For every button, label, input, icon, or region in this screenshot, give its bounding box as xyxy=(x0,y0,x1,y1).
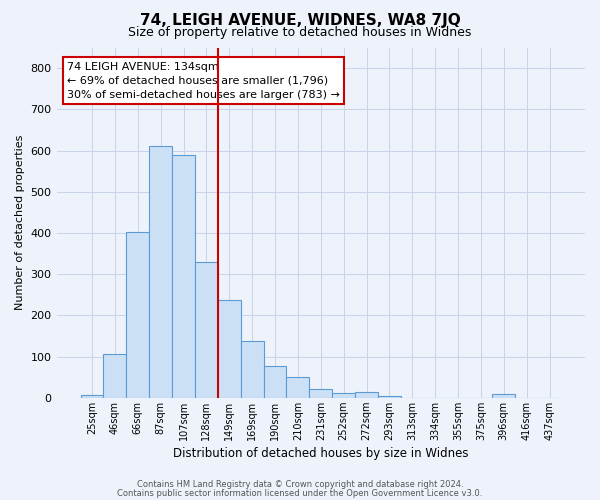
Bar xyxy=(263,366,286,398)
Bar xyxy=(378,396,401,398)
Text: 74 LEIGH AVENUE: 134sqm
← 69% of detached houses are smaller (1,796)
30% of semi: 74 LEIGH AVENUE: 134sqm ← 69% of detache… xyxy=(67,62,340,100)
Bar xyxy=(103,354,127,398)
Bar xyxy=(241,342,263,398)
Text: 74, LEIGH AVENUE, WIDNES, WA8 7JQ: 74, LEIGH AVENUE, WIDNES, WA8 7JQ xyxy=(140,12,460,28)
Bar xyxy=(172,154,195,398)
Bar xyxy=(218,300,241,398)
Bar xyxy=(127,232,149,398)
Bar xyxy=(493,394,515,398)
Text: Size of property relative to detached houses in Widnes: Size of property relative to detached ho… xyxy=(128,26,472,39)
Text: Contains HM Land Registry data © Crown copyright and database right 2024.: Contains HM Land Registry data © Crown c… xyxy=(137,480,463,489)
X-axis label: Distribution of detached houses by size in Widnes: Distribution of detached houses by size … xyxy=(173,447,469,460)
Bar xyxy=(286,377,310,398)
Bar xyxy=(310,388,332,398)
Text: Contains public sector information licensed under the Open Government Licence v3: Contains public sector information licen… xyxy=(118,489,482,498)
Bar xyxy=(195,262,218,398)
Bar xyxy=(149,146,172,398)
Bar xyxy=(80,395,103,398)
Y-axis label: Number of detached properties: Number of detached properties xyxy=(15,135,25,310)
Bar xyxy=(355,392,378,398)
Bar xyxy=(332,393,355,398)
